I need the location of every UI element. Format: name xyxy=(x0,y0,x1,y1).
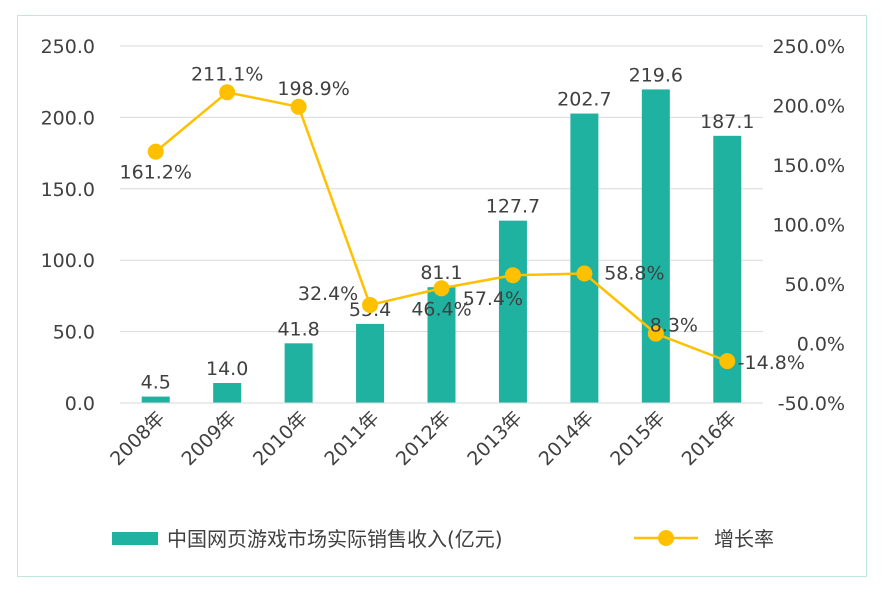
x-axis: 2008年 2009年 2010年 2011年 2012年 2013年 2014年 2015年… xyxy=(106,402,763,470)
x-tick-label: 2013年 xyxy=(463,407,526,470)
left-tick-label: 50.0 xyxy=(53,322,95,344)
x-tick-label: 2008年 xyxy=(106,407,169,470)
line-marker xyxy=(433,280,450,297)
x-tick-label: 2011年 xyxy=(320,407,383,470)
x-tick-label: 2015年 xyxy=(606,407,669,470)
left-tick-label: 200.0 xyxy=(41,107,95,129)
bar xyxy=(641,89,670,404)
right-tick-label: 0.0% xyxy=(797,334,845,356)
right-tick-label: 100.0% xyxy=(773,215,845,237)
x-tick-label: 2016年 xyxy=(678,407,741,470)
bar-value-label: 81.1 xyxy=(420,262,462,284)
bar xyxy=(213,383,242,403)
bar-value-label: 4.5 xyxy=(141,372,171,394)
bar xyxy=(356,323,385,403)
line-value-label: 8.3% xyxy=(650,315,698,337)
legend-line-label: 增长率 xyxy=(714,527,774,551)
chart-frame xyxy=(17,15,867,577)
line-marker xyxy=(719,353,736,370)
line-marker xyxy=(504,267,521,284)
line-value-label: 46.4% xyxy=(411,298,471,320)
bar xyxy=(141,396,170,403)
left-tick-label: 150.0 xyxy=(41,179,95,201)
left-tick-label: 100.0 xyxy=(41,250,95,272)
left-axis: 0.0 50.0 100.0 150.0 200.0 250.0 xyxy=(41,36,95,415)
left-tick-label: 250.0 xyxy=(41,36,95,58)
line-series xyxy=(147,84,736,370)
line-marker xyxy=(576,265,593,282)
line-marker xyxy=(219,84,236,101)
line-value-label: 57.4% xyxy=(463,288,523,310)
line-marker xyxy=(362,296,379,313)
legend-line-marker xyxy=(658,530,674,546)
bar xyxy=(570,113,599,403)
bar-value-label: 219.6 xyxy=(629,64,683,86)
bar-value-label: 14.0 xyxy=(206,358,248,380)
bar-value-label: 127.7 xyxy=(486,196,540,218)
x-tick-label: 2014年 xyxy=(535,407,598,470)
right-tick-label: 200.0% xyxy=(773,96,845,118)
legend: 中国网页游戏市场实际销售收入(亿元) 增长率 xyxy=(112,527,774,551)
bar-value-label: 41.8 xyxy=(277,318,319,340)
legend-bar-label: 中国网页游戏市场实际销售收入(亿元) xyxy=(167,527,503,551)
line-value-label: 161.2% xyxy=(119,162,191,184)
legend-bar-swatch xyxy=(112,532,158,545)
x-tick-label: 2010年 xyxy=(249,407,312,470)
line-value-label: 198.9% xyxy=(277,78,349,100)
line-marker xyxy=(647,325,664,342)
right-tick-label: 50.0% xyxy=(785,274,845,296)
bar-series xyxy=(141,89,742,404)
line-value-label: 32.4% xyxy=(298,283,358,305)
x-tick-label: 2009年 xyxy=(178,407,241,470)
bar xyxy=(427,287,456,403)
bar-value-label: 187.1 xyxy=(700,111,754,133)
line-marker xyxy=(290,98,307,115)
line-data-labels: 161.2% 211.1% 198.9% 32.4% 46.4%57.4% 58.8% 8.… xyxy=(119,63,804,374)
line-marker xyxy=(147,143,164,160)
line-value-label: 58.8% xyxy=(604,263,664,285)
right-axis: -50.0% 0.0% 50.0% 100.0% 150.0% 200.0% 250.0% xyxy=(773,36,845,415)
bar-value-label: 202.7 xyxy=(557,89,611,111)
x-tick-label: 2012年 xyxy=(392,407,455,470)
line-value-label: 211.1% xyxy=(191,63,263,85)
left-tick-label: 0.0 xyxy=(65,393,95,415)
right-tick-label: -50.0% xyxy=(778,393,845,415)
bar xyxy=(284,343,313,403)
right-tick-label: 150.0% xyxy=(773,155,845,177)
right-tick-label: 250.0% xyxy=(773,36,845,58)
bar xyxy=(498,220,527,403)
line-value-label: -14.8% xyxy=(738,352,805,374)
